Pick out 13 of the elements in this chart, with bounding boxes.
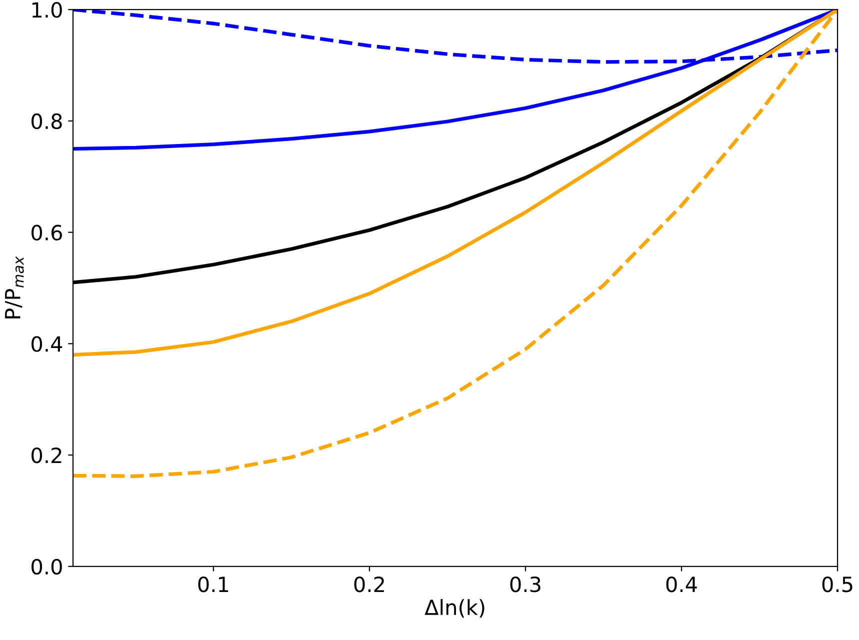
x-tick-label: 0.4 bbox=[666, 576, 697, 592]
x-tick-label: 0.3 bbox=[510, 576, 540, 592]
x-axis-title: Δln(k) bbox=[424, 599, 484, 618]
y-axis-title: P/P$_{max}$ bbox=[5, 256, 24, 318]
y-tick-label: 0.2 bbox=[32, 447, 62, 464]
y-tick-label: 0.6 bbox=[32, 224, 62, 241]
y-tick-label: 0.8 bbox=[32, 113, 62, 130]
x-tick-label: 0.2 bbox=[354, 576, 384, 592]
x-tick-label: 0.1 bbox=[198, 576, 228, 592]
y-tick-label: 1.0 bbox=[32, 2, 62, 18]
y-tick-label: 0.0 bbox=[32, 558, 62, 575]
x-tick-label: 0.5 bbox=[822, 576, 852, 592]
y-tick-label: 0.4 bbox=[32, 336, 62, 352]
